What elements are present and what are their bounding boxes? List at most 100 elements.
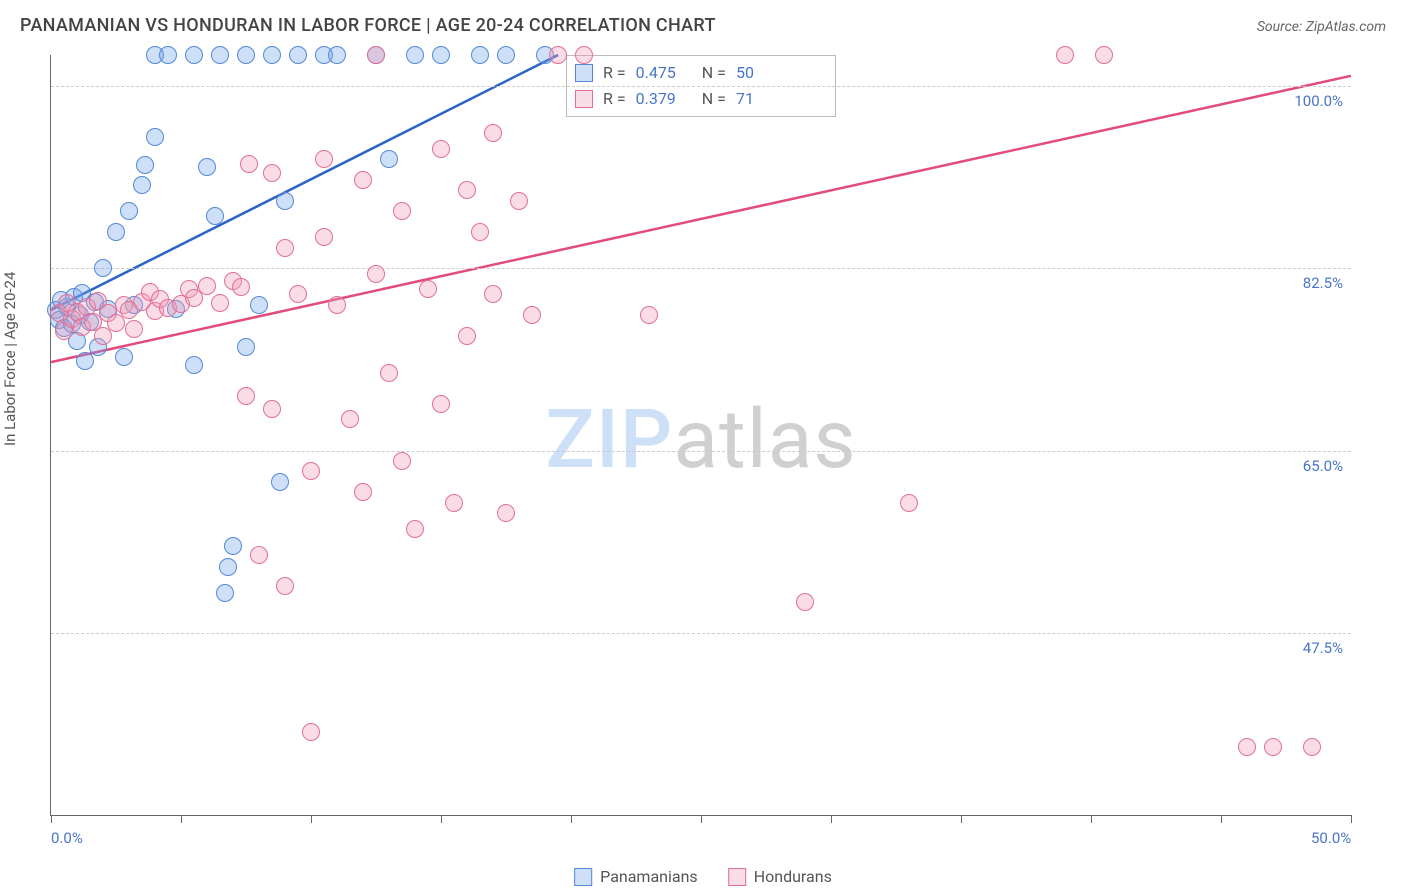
chart-source: Source: ZipAtlas.com [1257,19,1386,35]
scatter-point-hondurans [380,364,398,382]
scatter-point-hondurans [458,181,476,199]
y-tick-label: 47.5% [1303,639,1343,657]
scatter-point-hondurans [510,192,528,210]
scatter-point-panamanians [219,558,237,576]
scatter-point-hondurans [341,410,359,428]
scatter-point-panamanians [237,46,255,64]
scatter-point-hondurans [419,280,437,298]
scatter-point-panamanians [497,46,515,64]
scatter-point-hondurans [354,171,372,189]
scatter-point-panamanians [206,207,224,225]
legend-item-panamanians: Panamanians [574,867,698,886]
scatter-point-hondurans [315,228,333,246]
x-tick [571,815,572,823]
scatter-point-hondurans [289,285,307,303]
scatter-point-hondurans [497,504,515,522]
y-tick-label: 82.5% [1303,274,1343,292]
gridline-h [51,268,1351,269]
chart-title: PANAMANIAN VS HONDURAN IN LABOR FORCE | … [20,15,716,36]
scatter-point-panamanians [263,46,281,64]
legend-item-hondurans: Hondurans [728,867,832,886]
scatter-point-panamanians [159,46,177,64]
y-tick-label: 100.0% [1294,92,1343,110]
scatter-point-panamanians [136,156,154,174]
gridline-h [51,451,1351,452]
scatter-point-panamanians [94,259,112,277]
scatter-point-panamanians [185,356,203,374]
scatter-point-hondurans [354,483,372,501]
scatter-point-panamanians [115,348,133,366]
scatter-point-hondurans [523,306,541,324]
scatter-point-hondurans [458,327,476,345]
y-axis-label: In Labor Force | Age 20-24 [1,272,19,446]
scatter-point-hondurans [125,320,143,338]
x-tick-label: 50.0% [1311,829,1351,847]
stats-row-panamanians: R = 0.475 N = 50 [575,60,827,86]
x-tick [961,815,962,823]
scatter-point-hondurans [484,285,502,303]
scatter-point-hondurans [796,593,814,611]
scatter-point-hondurans [302,462,320,480]
scatter-point-hondurans [575,46,593,64]
scatter-point-panamanians [276,192,294,210]
scatter-point-hondurans [406,520,424,538]
scatter-point-panamanians [271,473,289,491]
scatter-point-hondurans [484,124,502,142]
swatch-hondurans-icon [575,90,593,108]
scatter-point-panamanians [211,46,229,64]
scatter-point-panamanians [198,158,216,176]
scatter-point-panamanians [289,46,307,64]
scatter-point-hondurans [198,277,216,295]
scatter-point-hondurans [393,202,411,220]
scatter-point-hondurans [367,265,385,283]
scatter-point-hondurans [211,294,229,312]
scatter-point-panamanians [133,176,151,194]
scatter-point-hondurans [549,46,567,64]
scatter-point-hondurans [1238,738,1256,756]
x-tick [311,815,312,823]
scatter-point-hondurans [1056,46,1074,64]
scatter-point-panamanians [237,338,255,356]
trend-line-hondurans [51,76,1351,362]
scatter-point-panamanians [380,150,398,168]
scatter-point-hondurans [237,387,255,405]
legend-swatch-hondurans-icon [728,868,746,886]
scatter-point-panamanians [107,223,125,241]
swatch-panamanians-icon [575,64,593,82]
gridline-h [51,633,1351,634]
watermark: ZIPatlas [545,392,856,488]
scatter-point-hondurans [240,155,258,173]
scatter-point-panamanians [328,46,346,64]
scatter-point-panamanians [185,46,203,64]
bottom-legend: Panamanians Hondurans [574,867,832,886]
scatter-point-hondurans [315,150,333,168]
gridline-h [51,86,1351,87]
x-tick [181,815,182,823]
scatter-point-hondurans [302,723,320,741]
scatter-point-panamanians [120,202,138,220]
scatter-point-panamanians [216,584,234,602]
scatter-point-panamanians [76,352,94,370]
scatter-point-hondurans [1095,46,1113,64]
x-tick [51,815,52,823]
x-tick [831,815,832,823]
stats-row-hondurans: R = 0.379 N = 71 [575,86,827,112]
scatter-point-hondurans [432,140,450,158]
scatter-point-panamanians [471,46,489,64]
scatter-point-panamanians [432,46,450,64]
scatter-point-hondurans [640,306,658,324]
scatter-plot-area: ZIPatlas R = 0.475 N = 50 R = 0.379 N = … [50,55,1351,816]
scatter-point-hondurans [263,164,281,182]
scatter-point-hondurans [471,223,489,241]
scatter-point-hondurans [432,395,450,413]
scatter-point-hondurans [1303,738,1321,756]
scatter-point-hondurans [367,46,385,64]
scatter-point-hondurans [250,546,268,564]
scatter-point-hondurans [900,494,918,512]
x-tick [1351,815,1352,823]
scatter-point-hondurans [232,278,250,296]
scatter-point-hondurans [276,239,294,257]
scatter-point-hondurans [445,494,463,512]
x-tick [441,815,442,823]
x-tick [1091,815,1092,823]
